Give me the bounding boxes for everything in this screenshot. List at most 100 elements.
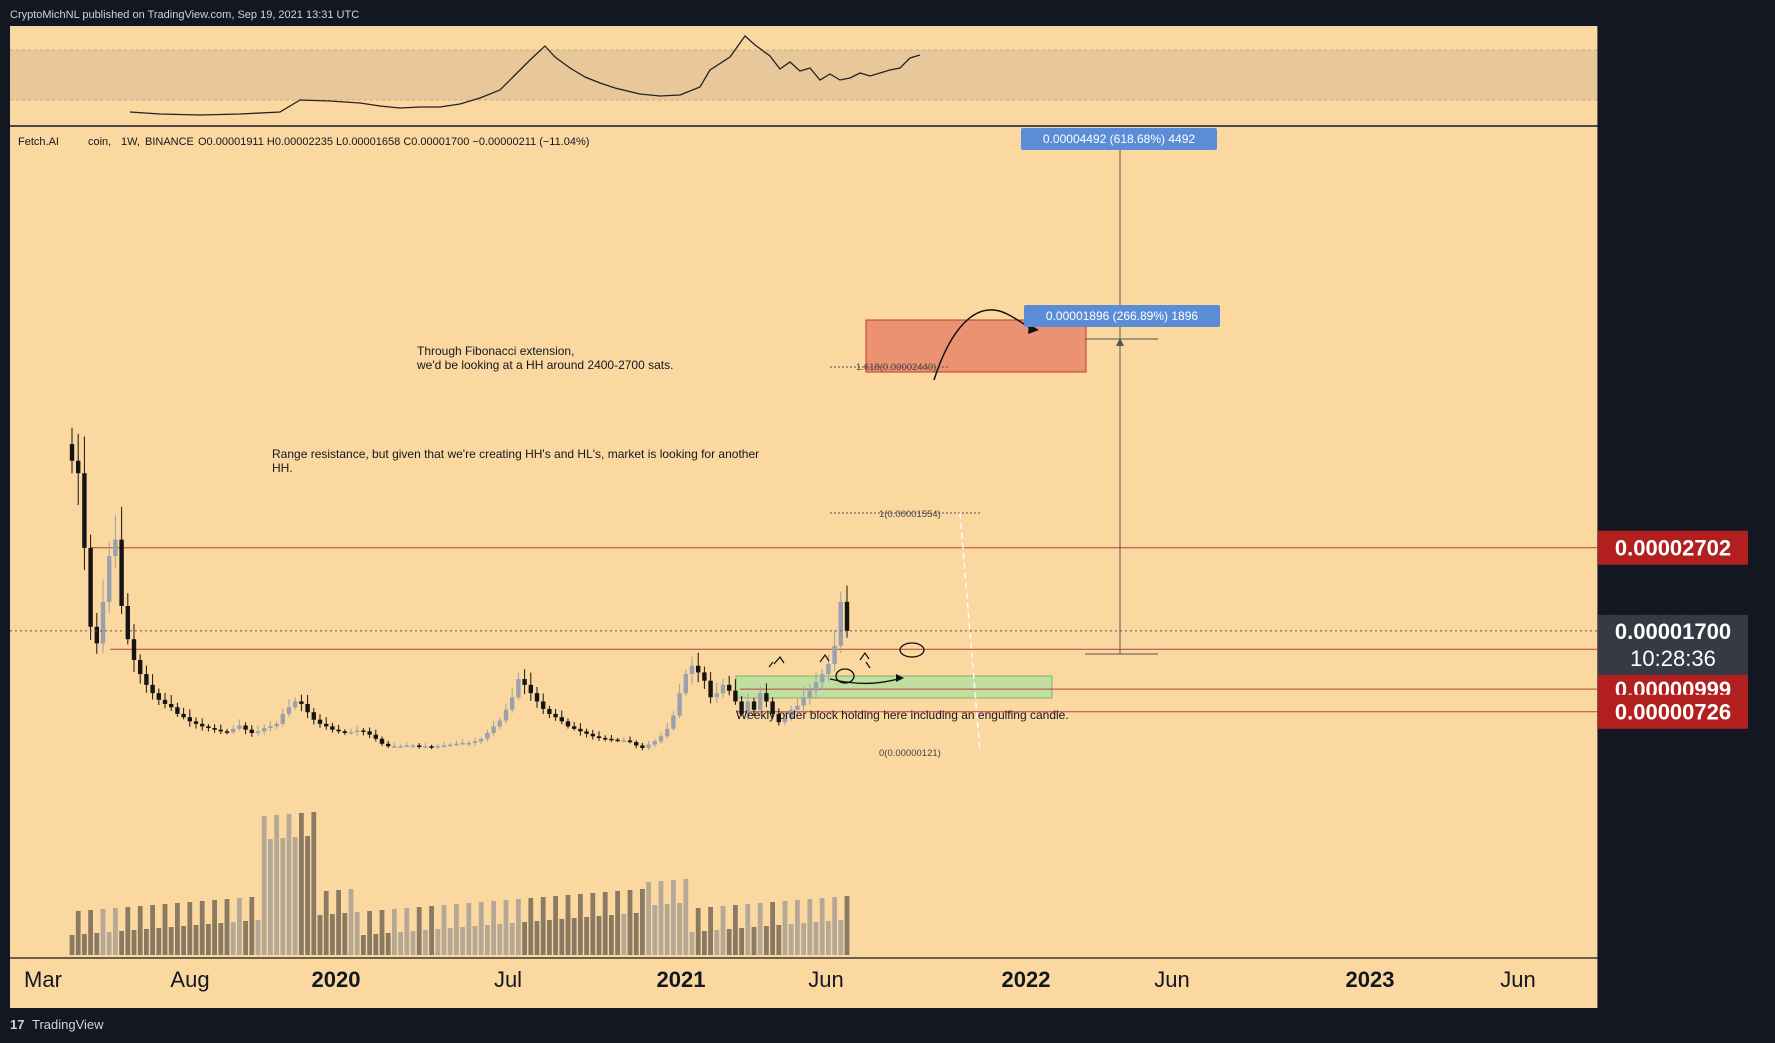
- projection-label-high[interactable]: 0.00004492 (618.68%) 4492: [1021, 128, 1217, 150]
- volume-bars: [69, 812, 850, 955]
- volume-bar: [113, 908, 118, 955]
- indicator-level-label: 50.00: [1612, 63, 1667, 88]
- volume-bar: [82, 934, 87, 955]
- volume-bar: [144, 929, 149, 955]
- candle-body: [373, 734, 378, 739]
- volume-bar: [807, 899, 813, 955]
- volume-bar: [218, 923, 224, 955]
- symbol-legend[interactable]: Fetch.AI coin, 1W, BINANCE O0.00001911 H…: [18, 136, 589, 148]
- volume-bar: [280, 838, 286, 955]
- candle-body: [317, 719, 323, 724]
- candle-body: [262, 728, 267, 732]
- candle-body: [162, 699, 168, 704]
- publisher-line: CryptoMichNL published on TradingView.co…: [10, 9, 359, 21]
- volume-bar: [826, 921, 831, 955]
- candle-body: [727, 684, 732, 691]
- fib-target-zone[interactable]: [865, 319, 1087, 373]
- candle-body: [286, 707, 292, 714]
- candle-body: [386, 743, 391, 747]
- price-tag-bg: [1598, 694, 1748, 729]
- volume-bar: [94, 933, 100, 955]
- candle-body: [820, 674, 825, 683]
- volume-bar: [751, 927, 757, 955]
- volume-bar: [677, 903, 682, 955]
- candle-body: [720, 684, 726, 694]
- volume-bar: [509, 923, 515, 955]
- candle-body: [237, 725, 242, 729]
- volume-bar: [435, 929, 441, 955]
- volume-bar: [137, 906, 143, 955]
- volume-bar: [615, 891, 620, 955]
- volume-bar: [516, 899, 521, 955]
- volume-bar: [354, 912, 360, 955]
- volume-bar: [757, 903, 763, 955]
- candle-body: [367, 731, 372, 735]
- candle-body: [646, 744, 651, 748]
- candle-body: [528, 684, 533, 694]
- candle-body: [423, 746, 428, 748]
- candle-body: [417, 745, 422, 747]
- volume-bar: [640, 889, 645, 955]
- candle-body: [299, 701, 304, 704]
- volume-bar: [230, 922, 236, 955]
- time-axis[interactable]: Mar Aug 2020 Jul 2021 Jun 2022 Jun 2023 Jun: [24, 967, 1536, 992]
- candle-body: [702, 672, 707, 681]
- volume-bar: [181, 926, 186, 955]
- order-block-zone[interactable]: [735, 675, 1053, 699]
- volume-bar: [819, 898, 825, 955]
- time-tick-label: Aug: [170, 967, 209, 992]
- volume-bar: [671, 880, 676, 955]
- tradingview-logo[interactable]: 17 TradingView: [10, 1017, 104, 1032]
- volume-bar: [795, 900, 800, 955]
- volume-bar: [168, 927, 174, 955]
- candle-body: [491, 726, 496, 733]
- candle-body: [609, 738, 614, 741]
- volume-bar: [206, 924, 211, 955]
- candles: [69, 427, 850, 751]
- volume-bar: [528, 898, 534, 955]
- candle-body: [243, 725, 248, 730]
- candle-body: [764, 693, 769, 702]
- candle-body: [231, 728, 236, 733]
- fib-label-1618: 1.618(0.00002440): [856, 362, 936, 373]
- volume-bar: [844, 896, 850, 955]
- candle-body: [596, 736, 602, 738]
- candle-body: [342, 731, 347, 733]
- volume-bar: [466, 903, 472, 955]
- candle-body: [76, 460, 81, 474]
- candle-body: [603, 737, 608, 740]
- candle-body: [739, 701, 744, 714]
- volume-bar: [311, 812, 317, 955]
- projection-label-mid-text: 0.00001896 (266.89%) 1896: [1046, 309, 1198, 323]
- candle-body: [714, 693, 719, 698]
- candle-body: [745, 701, 750, 714]
- volume-bar: [503, 900, 509, 955]
- volume-bar: [305, 836, 310, 955]
- candle-body: [379, 738, 385, 744]
- volume-bar: [540, 897, 546, 955]
- candle-body: [138, 659, 143, 675]
- candle-body: [466, 742, 471, 745]
- candle-body: [615, 739, 620, 742]
- candle-body: [516, 679, 521, 698]
- volume-bar: [88, 910, 93, 955]
- volume-bar: [590, 893, 596, 955]
- volume-bar: [193, 925, 199, 955]
- candle-body: [268, 726, 273, 729]
- projection-label-mid[interactable]: 0.00001896 (266.89%) 1896: [1024, 305, 1220, 327]
- volume-bar: [522, 922, 527, 955]
- candle-body: [789, 709, 794, 719]
- volume-bar: [162, 904, 168, 955]
- time-tick-label: Mar: [24, 967, 62, 992]
- volume-bar: [491, 901, 496, 955]
- candle-body: [69, 444, 75, 461]
- candle-body: [330, 726, 335, 730]
- volume-bar: [596, 916, 602, 955]
- candle-body: [522, 679, 527, 685]
- tradingview-brand: TradingView: [32, 1017, 104, 1032]
- projection-label-high-text: 0.00004492 (618.68%) 4492: [1043, 132, 1195, 146]
- candle-body: [454, 743, 459, 746]
- volume-bar: [367, 911, 372, 955]
- volume-bar: [460, 927, 465, 955]
